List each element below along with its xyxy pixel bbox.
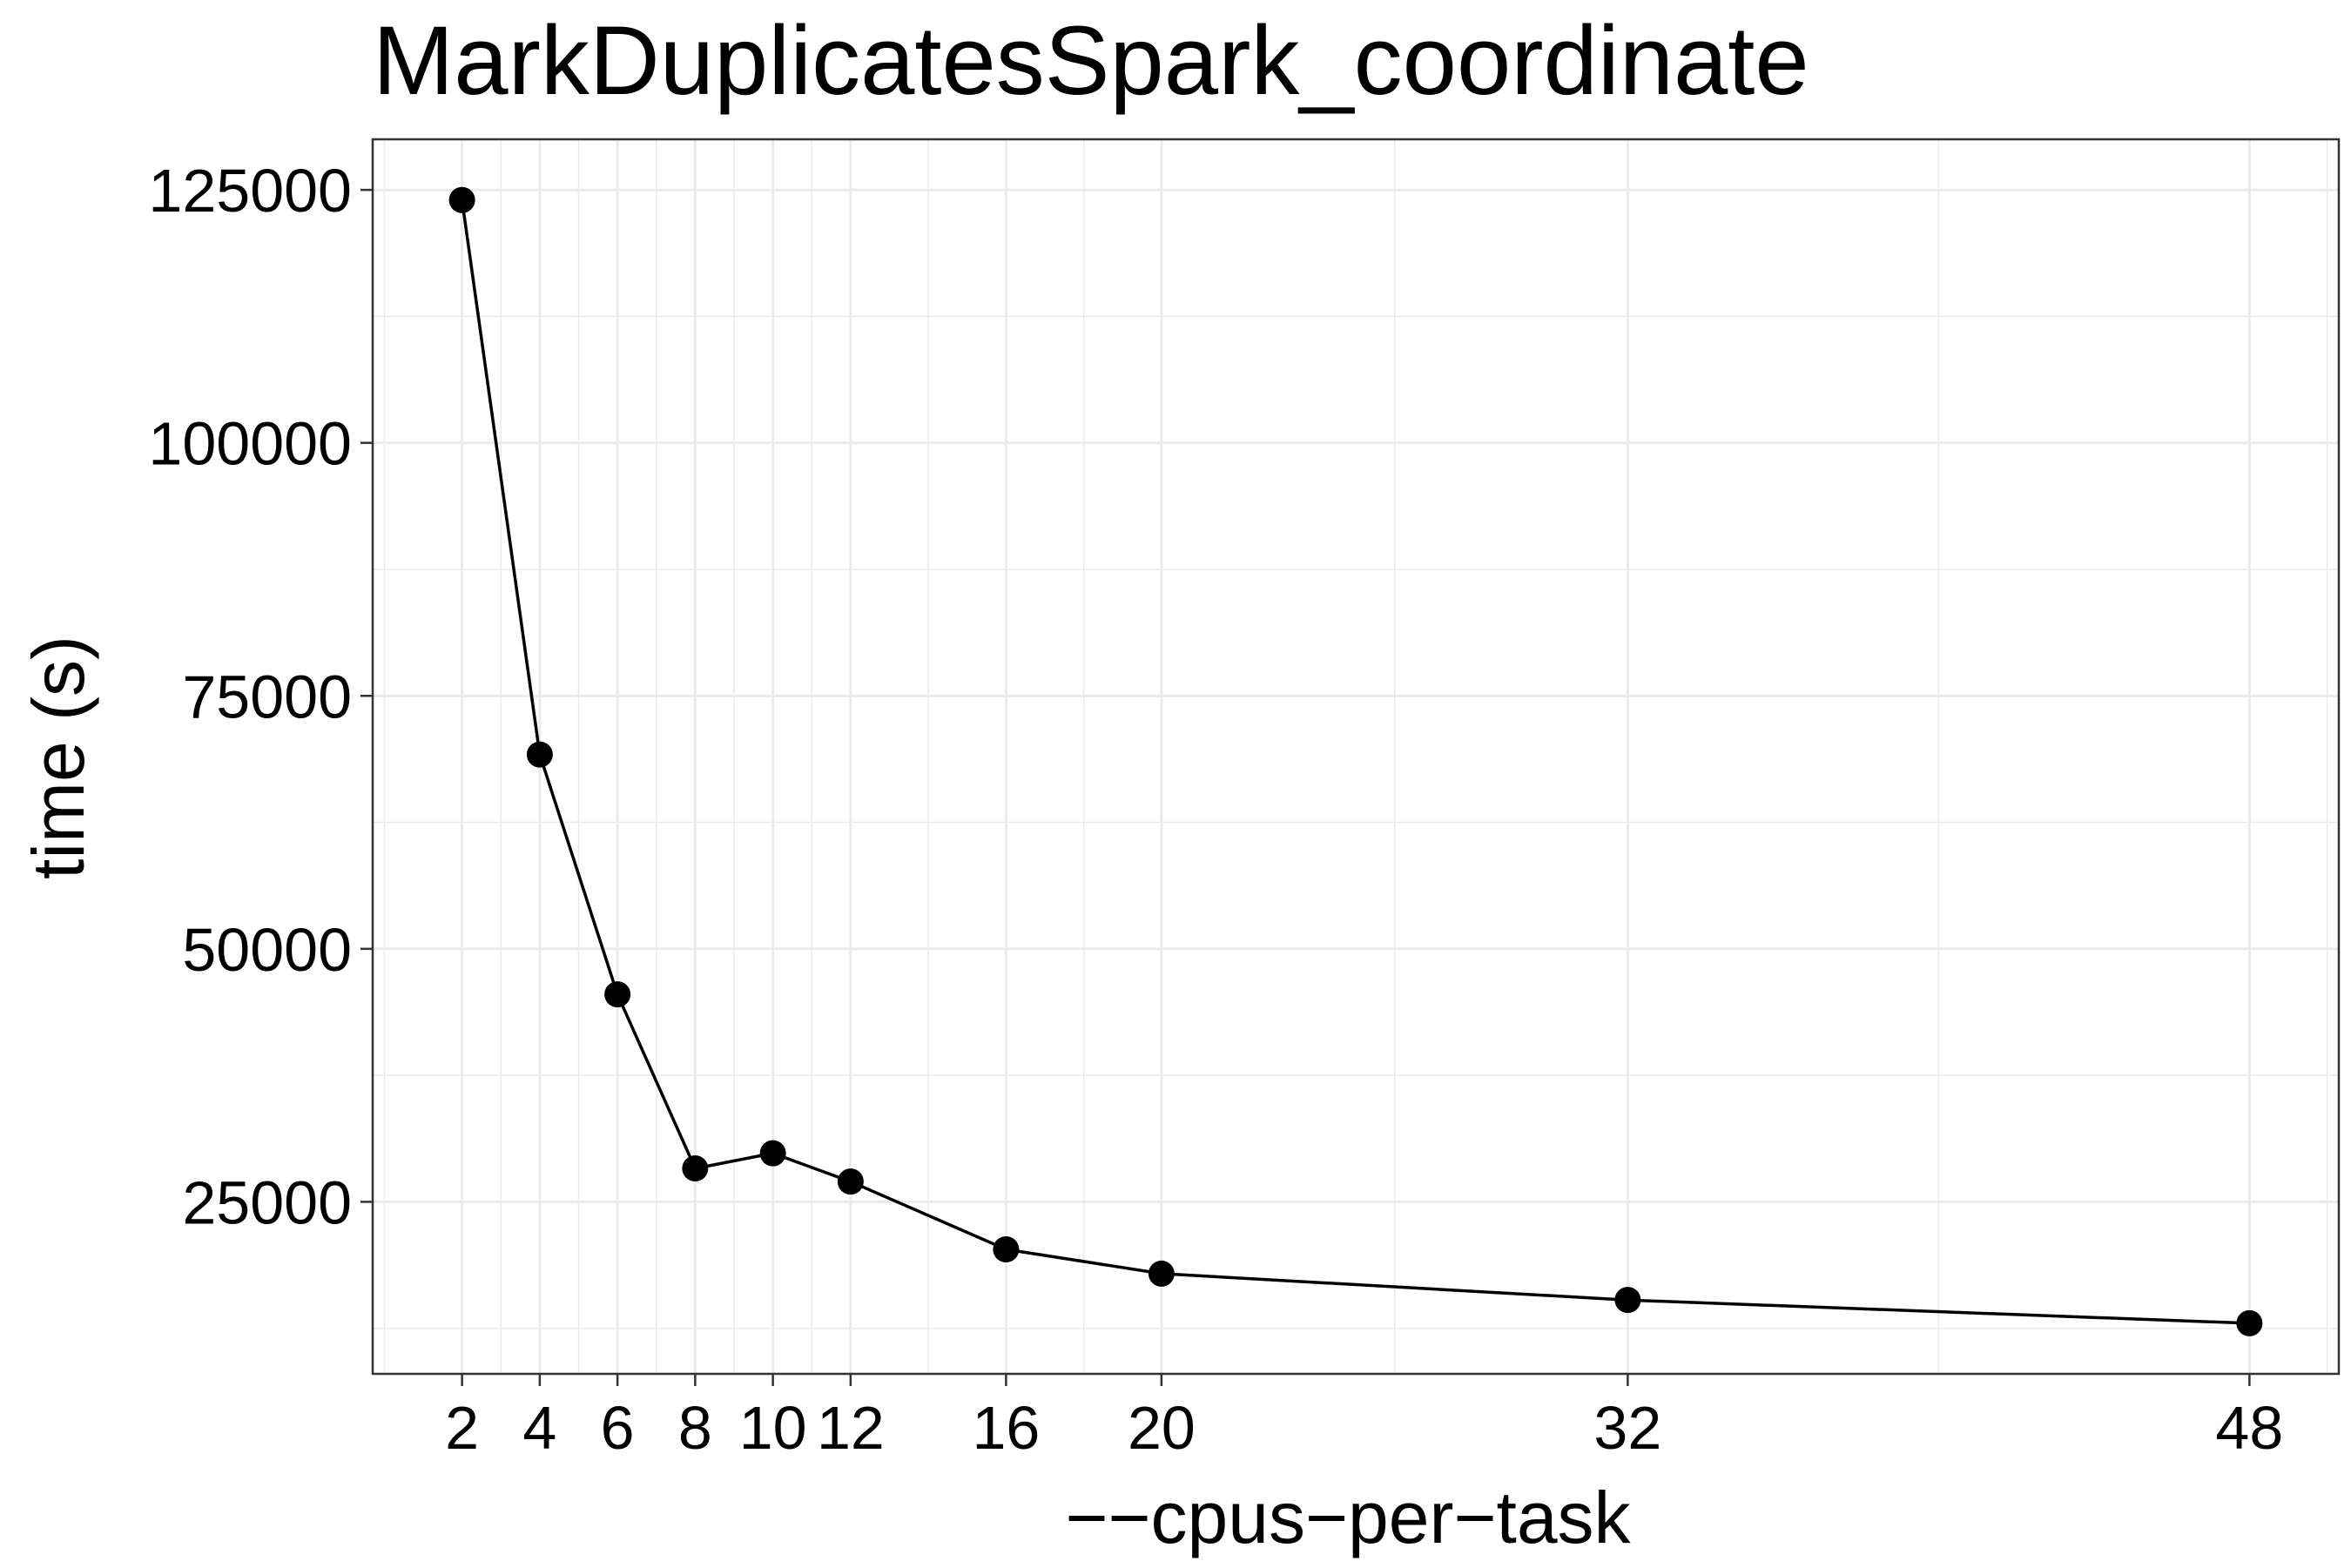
x-tick-label: 32 xyxy=(1593,1394,1661,1462)
y-tick-label: 50000 xyxy=(182,916,352,984)
y-tick-label: 125000 xyxy=(148,157,352,225)
axis-ticks: 2 4 6 8 10 12 16 20 32 48 25000 50000 75000 100000 125… xyxy=(148,157,2283,1462)
y-axis-title: time (s) xyxy=(17,636,99,879)
data-series xyxy=(448,186,2263,1336)
chart-title: MarkDuplicatesSpark_coordinate xyxy=(373,6,1809,115)
data-point xyxy=(1148,1260,1175,1287)
plot-panel-border xyxy=(371,138,2341,1376)
data-point xyxy=(759,1140,786,1167)
series-line xyxy=(460,199,2250,1325)
x-tick-label: 2 xyxy=(445,1394,479,1462)
data-point xyxy=(837,1168,864,1195)
data-point xyxy=(1614,1287,1641,1314)
x-tick-label: 16 xyxy=(972,1394,1040,1462)
y-tick-label: 75000 xyxy=(182,663,352,730)
x-tick-label: 4 xyxy=(522,1394,556,1462)
data-point xyxy=(526,741,553,768)
x-tick-label: 10 xyxy=(739,1394,807,1462)
x-tick-label: 8 xyxy=(678,1394,712,1462)
data-point xyxy=(604,981,631,1008)
data-point xyxy=(682,1155,709,1182)
x-axis-title: −−cpus−per−task xyxy=(1065,1477,1631,1558)
x-tick-label: 12 xyxy=(817,1394,885,1462)
x-tick-label: 48 xyxy=(2215,1394,2283,1462)
data-point xyxy=(2236,1309,2263,1336)
x-tick-label: 20 xyxy=(1128,1394,1196,1462)
data-point xyxy=(448,186,475,213)
y-tick-label: 100000 xyxy=(148,410,352,478)
x-tick-label: 6 xyxy=(601,1394,635,1462)
data-point xyxy=(993,1236,1020,1263)
y-tick-label: 25000 xyxy=(182,1168,352,1236)
